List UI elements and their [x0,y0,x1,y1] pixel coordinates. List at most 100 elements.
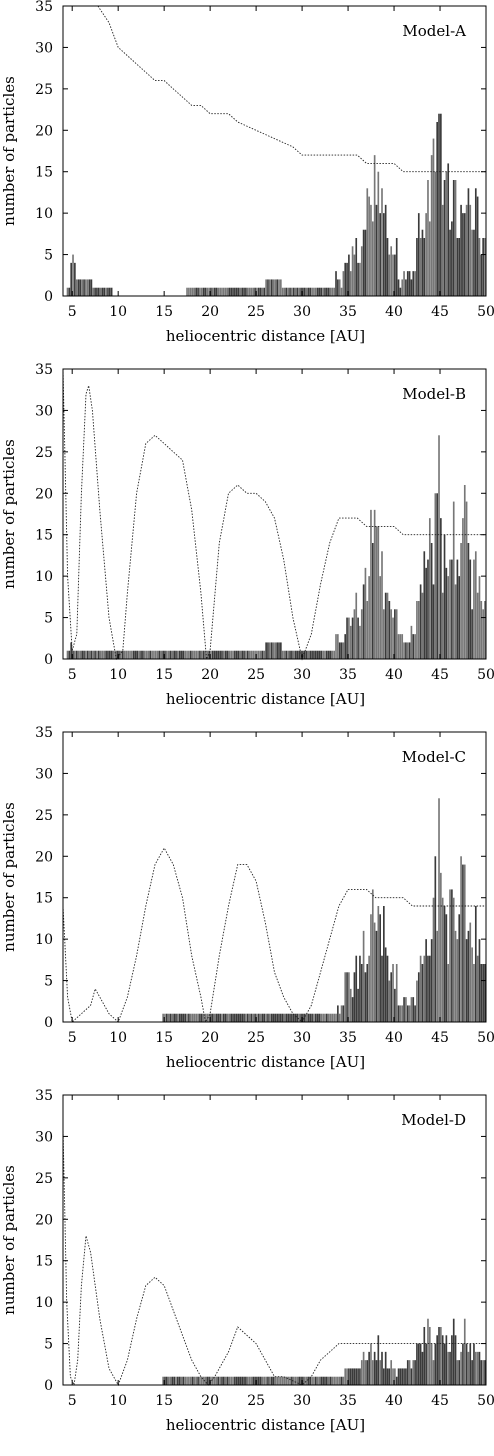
histogram-bar [428,955,431,1022]
histogram-bar [298,287,301,296]
histogram-bar [226,1376,229,1385]
histogram-bar [199,1013,201,1022]
histogram-bar [235,650,238,659]
x-tick-label: 30 [293,1030,311,1046]
histogram-bar [440,113,442,296]
histogram-bar [191,1376,194,1385]
histogram-bar [278,1013,280,1022]
histogram-bar [94,650,96,659]
histogram-bar [274,1376,277,1385]
histogram-bar [360,1360,363,1385]
histogram-bar [427,180,429,296]
histogram-bar [465,501,468,659]
x-tick-label: 50 [477,667,494,683]
histogram-bar [278,642,280,659]
histogram-bar [342,271,345,296]
histogram-bar [471,229,473,296]
histogram-bar [351,617,354,659]
histogram-bar [338,1013,341,1022]
histogram-bar [272,279,275,296]
histogram-bar [66,650,69,659]
histogram-bar [142,650,144,659]
histogram-bar [107,287,109,296]
histogram-bar [237,650,240,659]
histogram-bar [257,1013,260,1022]
histogram-bar [195,287,198,296]
histogram-bar [250,650,253,659]
histogram-bar [333,287,336,296]
histogram-bar [252,287,255,296]
histogram-bar [405,997,407,1022]
histogram-bar [167,650,170,659]
histogram-bar [405,642,407,659]
histogram-bar [471,609,473,659]
histogram-bar [410,279,413,296]
histogram-bar [252,1013,255,1022]
x-tick-label: 10 [109,1393,127,1409]
histogram-bar [423,1327,426,1385]
histogram-bar [368,196,370,296]
histogram-bar [344,1368,347,1385]
histogram-bar [138,650,141,659]
histogram-bar [419,238,422,296]
histogram-bar [72,650,74,659]
histogram-bar [114,650,117,659]
histogram-bar [66,287,69,296]
histogram-bar [484,601,486,659]
histogram-bar [239,650,242,659]
histogram-bar [202,1013,205,1022]
histogram-bar [267,279,269,296]
histogram-bar [346,262,348,296]
histogram-bar [278,1376,280,1385]
histogram-bar [178,1013,181,1022]
histogram-bar [230,287,233,296]
x-tick-label: 50 [477,1393,494,1409]
histogram-bar [377,906,380,1022]
histogram-bar [465,939,468,1022]
histogram-bar [175,1376,177,1385]
histogram-bar [116,650,118,659]
histogram-bar [417,213,420,296]
histogram-bar [193,1013,196,1022]
histogram-bar [248,650,251,659]
histogram-bar [208,1013,210,1022]
histogram-bar [186,650,188,659]
histogram-bar [215,287,218,296]
histogram-bar [276,1013,278,1022]
histogram-bar [246,287,249,296]
histogram-bar [309,1376,312,1385]
histogram-bar [180,1376,183,1385]
histogram-bar [171,1013,174,1022]
x-tick-label: 40 [385,1393,403,1409]
histogram-bar [428,221,431,296]
histogram-bar [171,650,174,659]
histogram-bar [331,1376,334,1385]
histogram-bar [351,1368,354,1385]
histogram-bar [280,1013,282,1022]
histogram-bar [397,279,400,296]
histogram-bar [131,650,133,659]
histogram-bar [423,238,426,296]
histogram-bar [283,1376,286,1385]
histogram-bar [70,642,73,659]
histogram-bar [292,287,295,296]
histogram-bar [305,650,308,659]
histogram-bar [443,180,446,296]
histogram-bar [360,964,363,1022]
histogram-bar [167,1376,170,1385]
y-tick-label: 15 [35,528,53,544]
histogram-bar [370,509,372,659]
histogram-bar [357,617,359,659]
y-tick-label: 10 [35,206,53,222]
histogram-bar [178,1376,181,1385]
histogram-bar [136,650,139,659]
histogram-bar [355,592,358,659]
histogram-bar [199,1376,201,1385]
histogram-bar [296,287,299,296]
histogram-bar [248,287,251,296]
histogram-bar [335,634,337,659]
histogram-bar [206,1013,209,1022]
histogram-bar [94,287,96,296]
histogram-bar [199,650,201,659]
histogram-bar [77,650,80,659]
